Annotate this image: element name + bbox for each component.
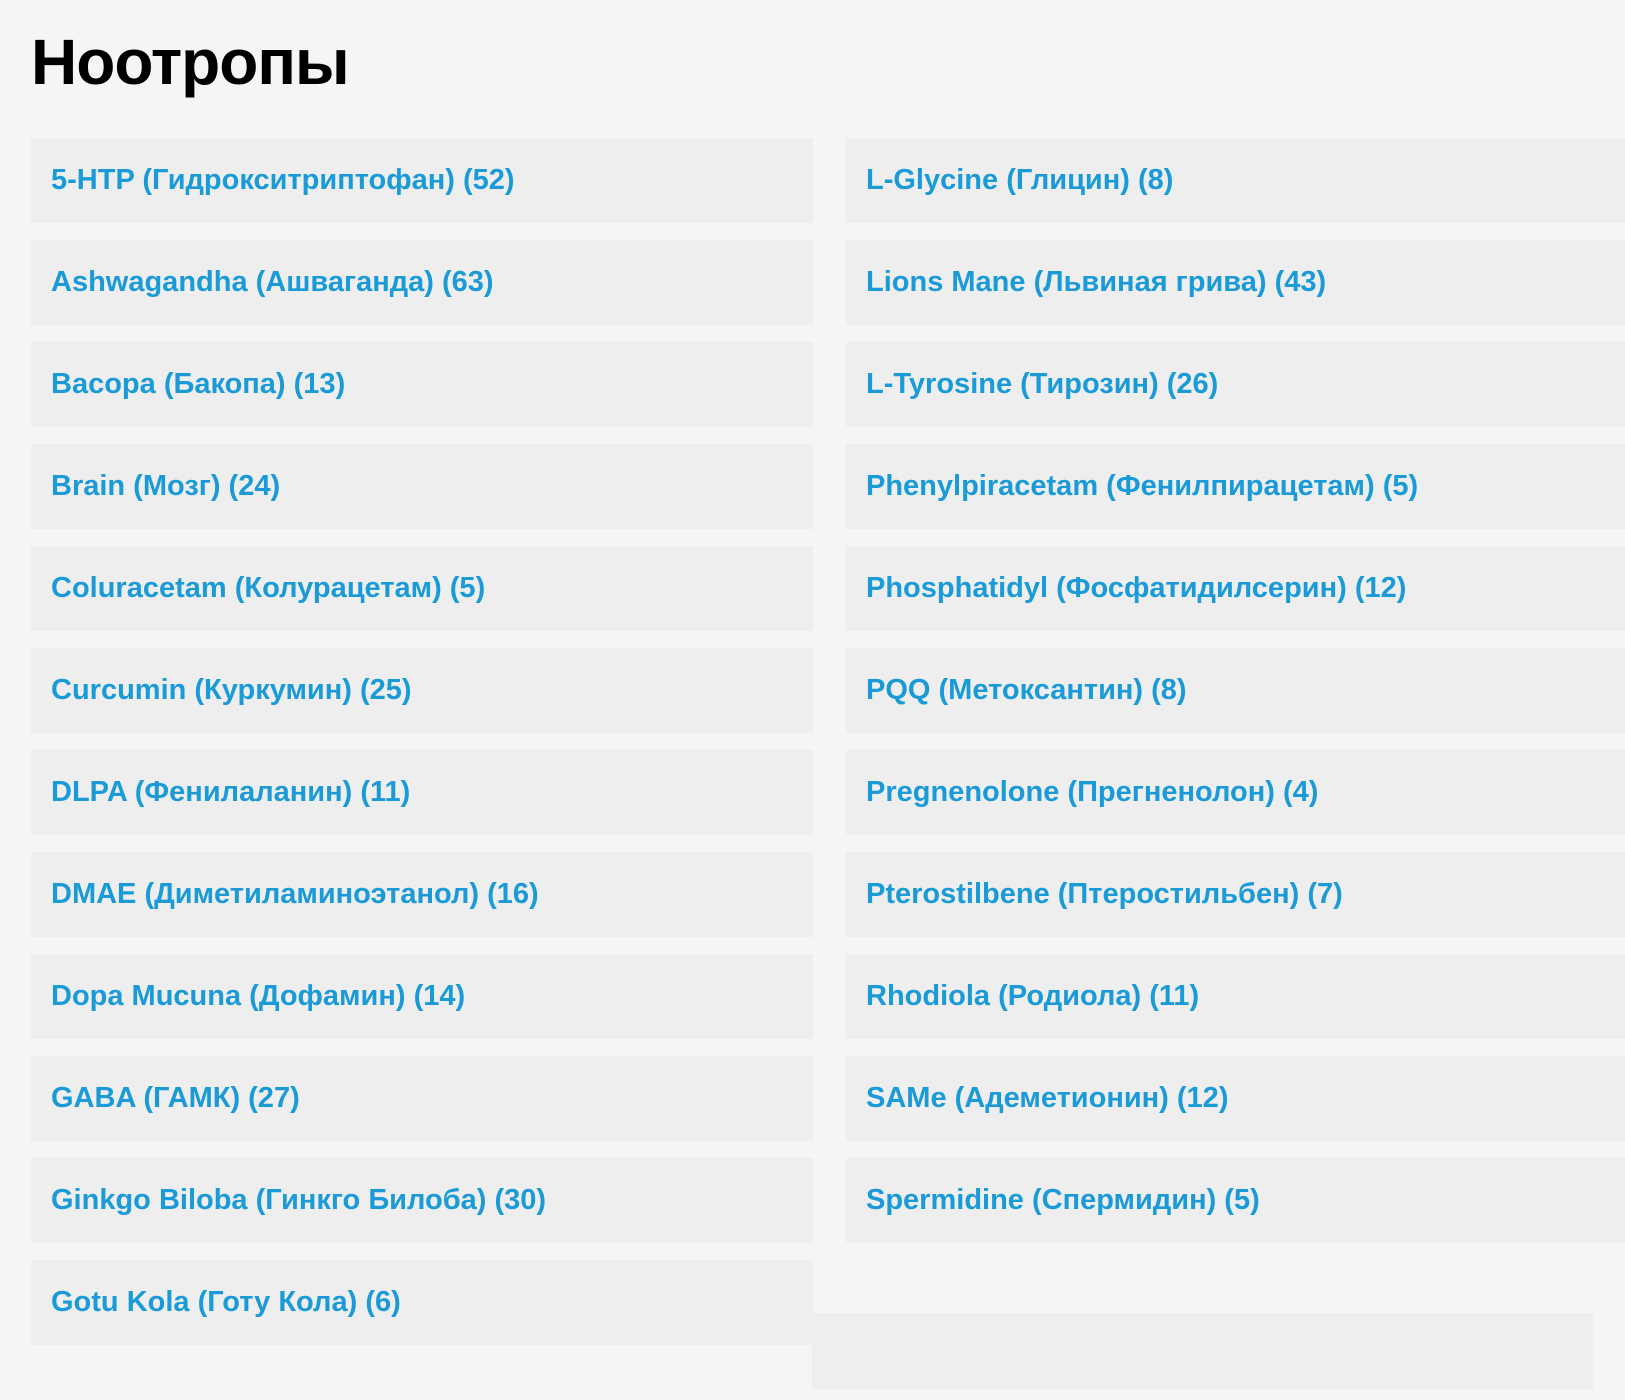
- category-column-left: 5-HTP (Гидрокситриптофан) (52) Ashwagand…: [31, 138, 813, 1362]
- category-item: SAMe (Адеметионин) (12): [846, 1056, 1625, 1141]
- category-link[interactable]: Bacopa (Бакопа) (13): [51, 368, 346, 400]
- category-link[interactable]: L-Tyrosine (Тирозин) (26): [866, 368, 1219, 400]
- category-item: Lions Mane (Львиная грива) (43): [846, 240, 1625, 325]
- category-link[interactable]: Dopa Mucuna (Дофамин) (14): [51, 980, 466, 1012]
- category-link[interactable]: Brain (Мозг) (24): [51, 470, 281, 502]
- category-item: Ginkgo Biloba (Гинкго Билоба) (30): [31, 1158, 813, 1243]
- category-link[interactable]: DLPA (Фенилаланин) (11): [51, 776, 411, 808]
- category-link[interactable]: Phenylpiracetam (Фенилпирацетам) (5): [866, 470, 1419, 502]
- category-item: L-Tyrosine (Тирозин) (26): [846, 342, 1625, 427]
- category-item: GABA (ГАМК) (27): [31, 1056, 813, 1141]
- category-link[interactable]: Ashwagandha (Ашваганда) (63): [51, 266, 494, 298]
- category-item: Dopa Mucuna (Дофамин) (14): [31, 954, 813, 1039]
- category-item: PQQ (Метоксантин) (8): [846, 648, 1625, 733]
- category-item: Spermidine (Спермидин) (5): [846, 1158, 1625, 1243]
- category-link[interactable]: PQQ (Метоксантин) (8): [866, 674, 1187, 706]
- category-item: Bacopa (Бакопа) (13): [31, 342, 813, 427]
- category-item: 5-HTP (Гидрокситриптофан) (52): [31, 138, 813, 223]
- category-link[interactable]: Phosphatidyl (Фосфатидилсерин) (12): [866, 572, 1407, 604]
- category-item: Pregnenolone (Прегненолон) (4): [846, 750, 1625, 835]
- category-item: Phenylpiracetam (Фенилпирацетам) (5): [846, 444, 1625, 529]
- category-item: Curcumin (Куркумин) (25): [31, 648, 813, 733]
- category-link[interactable]: SAMe (Адеметионин) (12): [866, 1082, 1229, 1114]
- category-link[interactable]: 5-HTP (Гидрокситриптофан) (52): [51, 164, 515, 196]
- category-link[interactable]: Rhodiola (Родиола) (11): [866, 980, 1200, 1012]
- category-link[interactable]: Coluracetam (Колурацетам) (5): [51, 572, 486, 604]
- category-link[interactable]: Curcumin (Куркумин) (25): [51, 674, 412, 706]
- category-item: Rhodiola (Родиола) (11): [846, 954, 1625, 1039]
- category-link[interactable]: GABA (ГАМК) (27): [51, 1082, 300, 1114]
- category-link[interactable]: Pterostilbene (Птеростильбен) (7): [866, 878, 1343, 910]
- category-item: Gotu Kola (Готу Кола) (6): [31, 1260, 813, 1345]
- category-link[interactable]: Ginkgo Biloba (Гинкго Билоба) (30): [51, 1184, 547, 1216]
- empty-grid-cell: [812, 1313, 1593, 1390]
- page-title: Ноотропы: [31, 26, 350, 98]
- category-grid: 5-HTP (Гидрокситриптофан) (52) Ashwagand…: [31, 138, 1625, 1362]
- category-item: Brain (Мозг) (24): [31, 444, 813, 529]
- category-item: L-Glycine (Глицин) (8): [846, 138, 1625, 223]
- category-link[interactable]: Gotu Kola (Готу Кола) (6): [51, 1286, 401, 1318]
- category-link[interactable]: Pregnenolone (Прегненолон) (4): [866, 776, 1319, 808]
- category-column-right: L-Glycine (Глицин) (8) Lions Mane (Львин…: [846, 138, 1625, 1362]
- category-item: DLPA (Фенилаланин) (11): [31, 750, 813, 835]
- category-item: Coluracetam (Колурацетам) (5): [31, 546, 813, 631]
- category-item: Ashwagandha (Ашваганда) (63): [31, 240, 813, 325]
- category-link[interactable]: L-Glycine (Глицин) (8): [866, 164, 1174, 196]
- category-link[interactable]: Lions Mane (Львиная грива) (43): [866, 266, 1327, 298]
- category-item: Pterostilbene (Птеростильбен) (7): [846, 852, 1625, 937]
- category-item: DMAE (Диметиламиноэтанол) (16): [31, 852, 813, 937]
- category-item: Phosphatidyl (Фосфатидилсерин) (12): [846, 546, 1625, 631]
- category-link[interactable]: DMAE (Диметиламиноэтанол) (16): [51, 878, 539, 910]
- category-link[interactable]: Spermidine (Спермидин) (5): [866, 1184, 1260, 1216]
